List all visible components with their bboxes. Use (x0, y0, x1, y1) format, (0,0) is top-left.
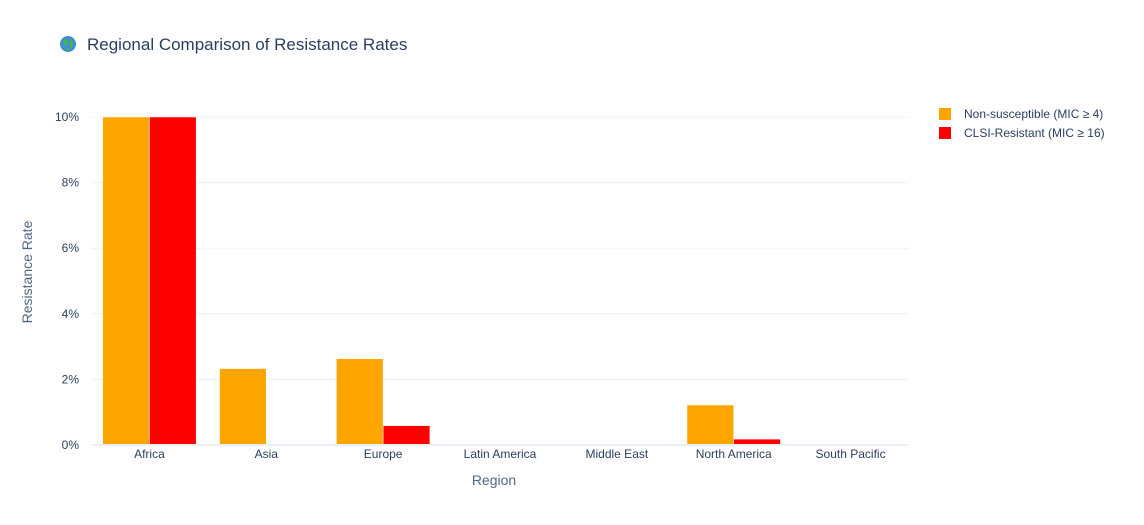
bar-non-susceptible[interactable] (219, 368, 267, 446)
legend-swatch (939, 127, 951, 139)
y-tick-label: 6% (62, 241, 80, 255)
x-tick-label: Europe (364, 447, 403, 461)
legend-swatch (939, 108, 951, 120)
legend-item[interactable]: Non-susceptible (MIC ≥ 4) (939, 107, 1103, 121)
y-tick-label: 10% (55, 110, 79, 124)
y-tick-labels: 0% 2% 4% 6% 8% 10% (55, 110, 79, 452)
x-axis-title: Region (472, 472, 516, 488)
x-tick-label: Middle East (586, 447, 649, 461)
bar-non-susceptible[interactable] (102, 116, 150, 446)
legend-label: CLSI-Resistant (MIC ≥ 16) (964, 126, 1105, 140)
bar-clsi-resistant[interactable] (382, 425, 431, 446)
gridlines (91, 116, 909, 380)
x-tick-label: South Pacific (816, 447, 886, 461)
x-tick-label: Asia (255, 447, 279, 461)
bar-non-susceptible[interactable] (336, 358, 384, 446)
y-tick-label: 0% (62, 438, 80, 452)
y-tick-label: 4% (62, 307, 80, 321)
bar-non-susceptible[interactable] (686, 404, 734, 446)
bars (102, 116, 781, 446)
y-axis-title: Resistance Rate (19, 220, 35, 323)
legend-label: Non-susceptible (MIC ≥ 4) (964, 107, 1103, 121)
globe-icon (60, 36, 76, 52)
chart-title-group: Regional Comparison of Resistance Rates (60, 35, 407, 54)
y-tick-label: 8% (62, 176, 80, 190)
legend[interactable]: Non-susceptible (MIC ≥ 4) CLSI-Resistant … (939, 107, 1105, 140)
y-tick-label: 2% (62, 372, 80, 386)
x-tick-labels: Africa Asia Europe Latin America Middle East… (134, 447, 886, 461)
x-tick-label: Latin America (464, 447, 537, 461)
x-tick-label: North America (696, 447, 772, 461)
bar-clsi-resistant[interactable] (149, 116, 197, 446)
chart-title: Regional Comparison of Resistance Rates (87, 35, 407, 54)
legend-item[interactable]: CLSI-Resistant (MIC ≥ 16) (939, 126, 1105, 140)
x-tick-label: Africa (134, 447, 165, 461)
